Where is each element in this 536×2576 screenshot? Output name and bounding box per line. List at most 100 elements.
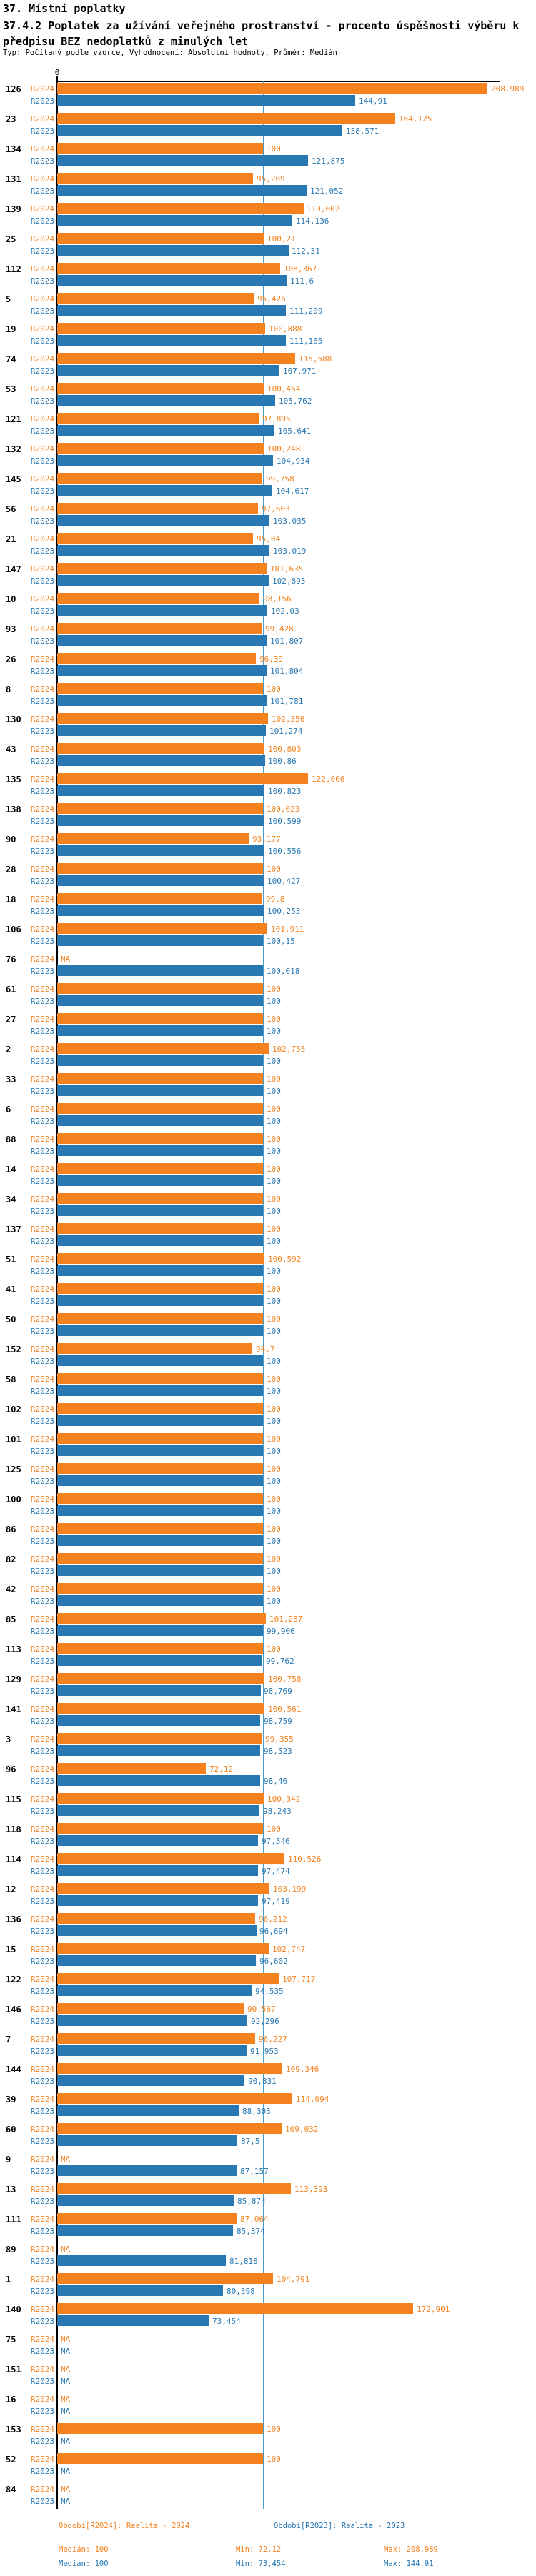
bar-value-label-r2023: 103,035 xyxy=(273,516,307,526)
bar-r2023 xyxy=(57,545,269,556)
series-label-r2023: R2023 xyxy=(30,2497,54,2506)
bar-r2024 xyxy=(57,1553,263,1564)
bar-value-label-r2024: NA xyxy=(61,2485,71,2494)
series-label-r2023: R2023 xyxy=(30,426,54,436)
bar-value-label-r2023: NA xyxy=(61,2407,71,2416)
series-label-r2024: R2024 xyxy=(30,114,54,124)
bar-value-label-r2024: 102,356 xyxy=(272,714,305,724)
group-id-label: 84 xyxy=(6,2485,16,2495)
group-id-label: 101 xyxy=(6,1434,21,1444)
legend-r2023: Období[R2023]: Realita - 2023 xyxy=(274,2522,405,2530)
stat-max-r2024: Max: 208,989 xyxy=(384,2545,438,2554)
bar-r2023 xyxy=(57,575,269,586)
series-label-r2024: R2024 xyxy=(30,1344,54,1354)
series-label-r2024: R2024 xyxy=(30,684,54,694)
series-label-r2023: R2023 xyxy=(30,336,54,346)
group-id-label: 129 xyxy=(6,1674,21,1684)
group-id-label: 93 xyxy=(6,624,16,634)
bar-value-label-r2024: 100 xyxy=(267,684,281,694)
bar-value-label-r2024: 100 xyxy=(267,2425,281,2434)
bar-r2023 xyxy=(57,485,273,496)
stat-min-r2024: Min: 72,12 xyxy=(236,2545,282,2554)
group-id-label: 132 xyxy=(6,444,21,454)
bar-r2023 xyxy=(57,815,264,826)
bar-value-label-r2024: 102,747 xyxy=(272,1945,306,1954)
bar-value-label-r2023: NA xyxy=(61,2467,71,2476)
chart-title: 37.4.2 Poplatek za užívání veřejného pro… xyxy=(3,19,520,48)
bar-value-label-r2023: 97,419 xyxy=(262,1897,290,1906)
bar-r2023 xyxy=(57,875,264,886)
series-label-r2023: R2023 xyxy=(30,2167,54,2176)
series-label-r2024: R2024 xyxy=(30,2125,54,2134)
stat-max-r2023: Max: 144,91 xyxy=(384,2560,434,2568)
series-label-r2024: R2024 xyxy=(30,144,54,154)
group-id-label: 42 xyxy=(6,1584,16,1594)
series-label-r2023: R2023 xyxy=(30,186,54,196)
series-label-r2023: R2023 xyxy=(30,697,54,706)
group-id-label: 136 xyxy=(6,1914,21,1924)
bar-r2024 xyxy=(57,323,265,334)
series-label-r2024: R2024 xyxy=(30,264,54,274)
series-label-r2024: R2024 xyxy=(30,954,54,964)
bar-r2023 xyxy=(57,1625,263,1636)
series-label-r2024: R2024 xyxy=(30,1404,54,1414)
bar-r2024 xyxy=(57,2003,244,2014)
group-id-label: 41 xyxy=(6,1284,16,1294)
bar-value-label-r2024: 122,006 xyxy=(312,774,345,784)
bar-r2024 xyxy=(57,1883,270,1894)
series-label-r2024: R2024 xyxy=(30,1164,54,1174)
bar-value-label-r2023: 98,243 xyxy=(263,1807,292,1816)
bar-r2023 xyxy=(57,2165,237,2176)
bar-r2024 xyxy=(57,1013,263,1024)
bar-value-label-r2023: 100,823 xyxy=(268,787,302,796)
group-id-label: 25 xyxy=(6,234,16,244)
bar-value-label-r2023: 102,03 xyxy=(271,606,299,616)
bar-r2024 xyxy=(57,833,249,844)
bar-value-label-r2023: 99,762 xyxy=(266,1657,294,1666)
bar-value-label-r2024: 90,567 xyxy=(247,2005,276,2014)
series-label-r2023: R2023 xyxy=(30,2317,54,2326)
series-label-r2023: R2023 xyxy=(30,1117,54,1126)
series-label-r2023: R2023 xyxy=(30,1147,54,1156)
group-id-label: 147 xyxy=(6,564,21,574)
series-label-r2023: R2023 xyxy=(30,96,54,106)
bar-r2023 xyxy=(57,1085,263,1096)
series-label-r2024: R2024 xyxy=(30,2485,54,2494)
bar-r2023 xyxy=(57,455,274,466)
bar-r2024 xyxy=(57,2183,291,2194)
bar-r2024 xyxy=(57,1163,263,1174)
series-label-r2023: R2023 xyxy=(30,1597,54,1606)
group-id-label: 10 xyxy=(6,594,16,604)
group-id-label: 8 xyxy=(6,684,11,694)
series-label-r2024: R2024 xyxy=(30,294,54,304)
bar-r2024 xyxy=(57,383,264,394)
series-label-r2023: R2023 xyxy=(30,216,54,226)
bar-value-label-r2023: 100 xyxy=(267,1267,281,1276)
bar-value-label-r2023: 88,303 xyxy=(242,2107,271,2116)
series-label-r2024: R2024 xyxy=(30,474,54,484)
series-label-r2023: R2023 xyxy=(30,126,54,136)
group-id-label: 51 xyxy=(6,1254,16,1264)
series-label-r2024: R2024 xyxy=(30,804,54,814)
series-label-r2024: R2024 xyxy=(30,1914,54,1924)
series-label-r2023: R2023 xyxy=(30,1867,54,1876)
bar-r2024 xyxy=(57,113,395,124)
group-id-label: 27 xyxy=(6,1014,16,1024)
chart-meta-line: Typ: Počítaný podle vzorce, Vyhodnocení:… xyxy=(3,49,337,57)
series-label-r2024: R2024 xyxy=(30,1104,54,1114)
bar-r2023 xyxy=(57,2315,209,2326)
bar-value-label-r2023: 100 xyxy=(267,1327,281,1336)
bar-value-label-r2023: 94,535 xyxy=(255,1987,284,1996)
bar-value-label-r2023: 100 xyxy=(267,1087,281,1096)
series-label-r2024: R2024 xyxy=(30,1254,54,1264)
bar-value-label-r2024: 100 xyxy=(267,1524,281,1534)
series-label-r2023: R2023 xyxy=(30,937,54,946)
bar-value-label-r2024: 100,888 xyxy=(269,324,302,334)
bar-r2023 xyxy=(57,2255,226,2266)
bar-r2023 xyxy=(57,2045,247,2056)
series-label-r2023: R2023 xyxy=(30,967,54,976)
series-label-r2024: R2024 xyxy=(30,2275,54,2284)
group-id-label: 125 xyxy=(6,1464,21,1474)
group-id-label: 113 xyxy=(6,1644,21,1654)
x-axis-line xyxy=(57,81,500,82)
